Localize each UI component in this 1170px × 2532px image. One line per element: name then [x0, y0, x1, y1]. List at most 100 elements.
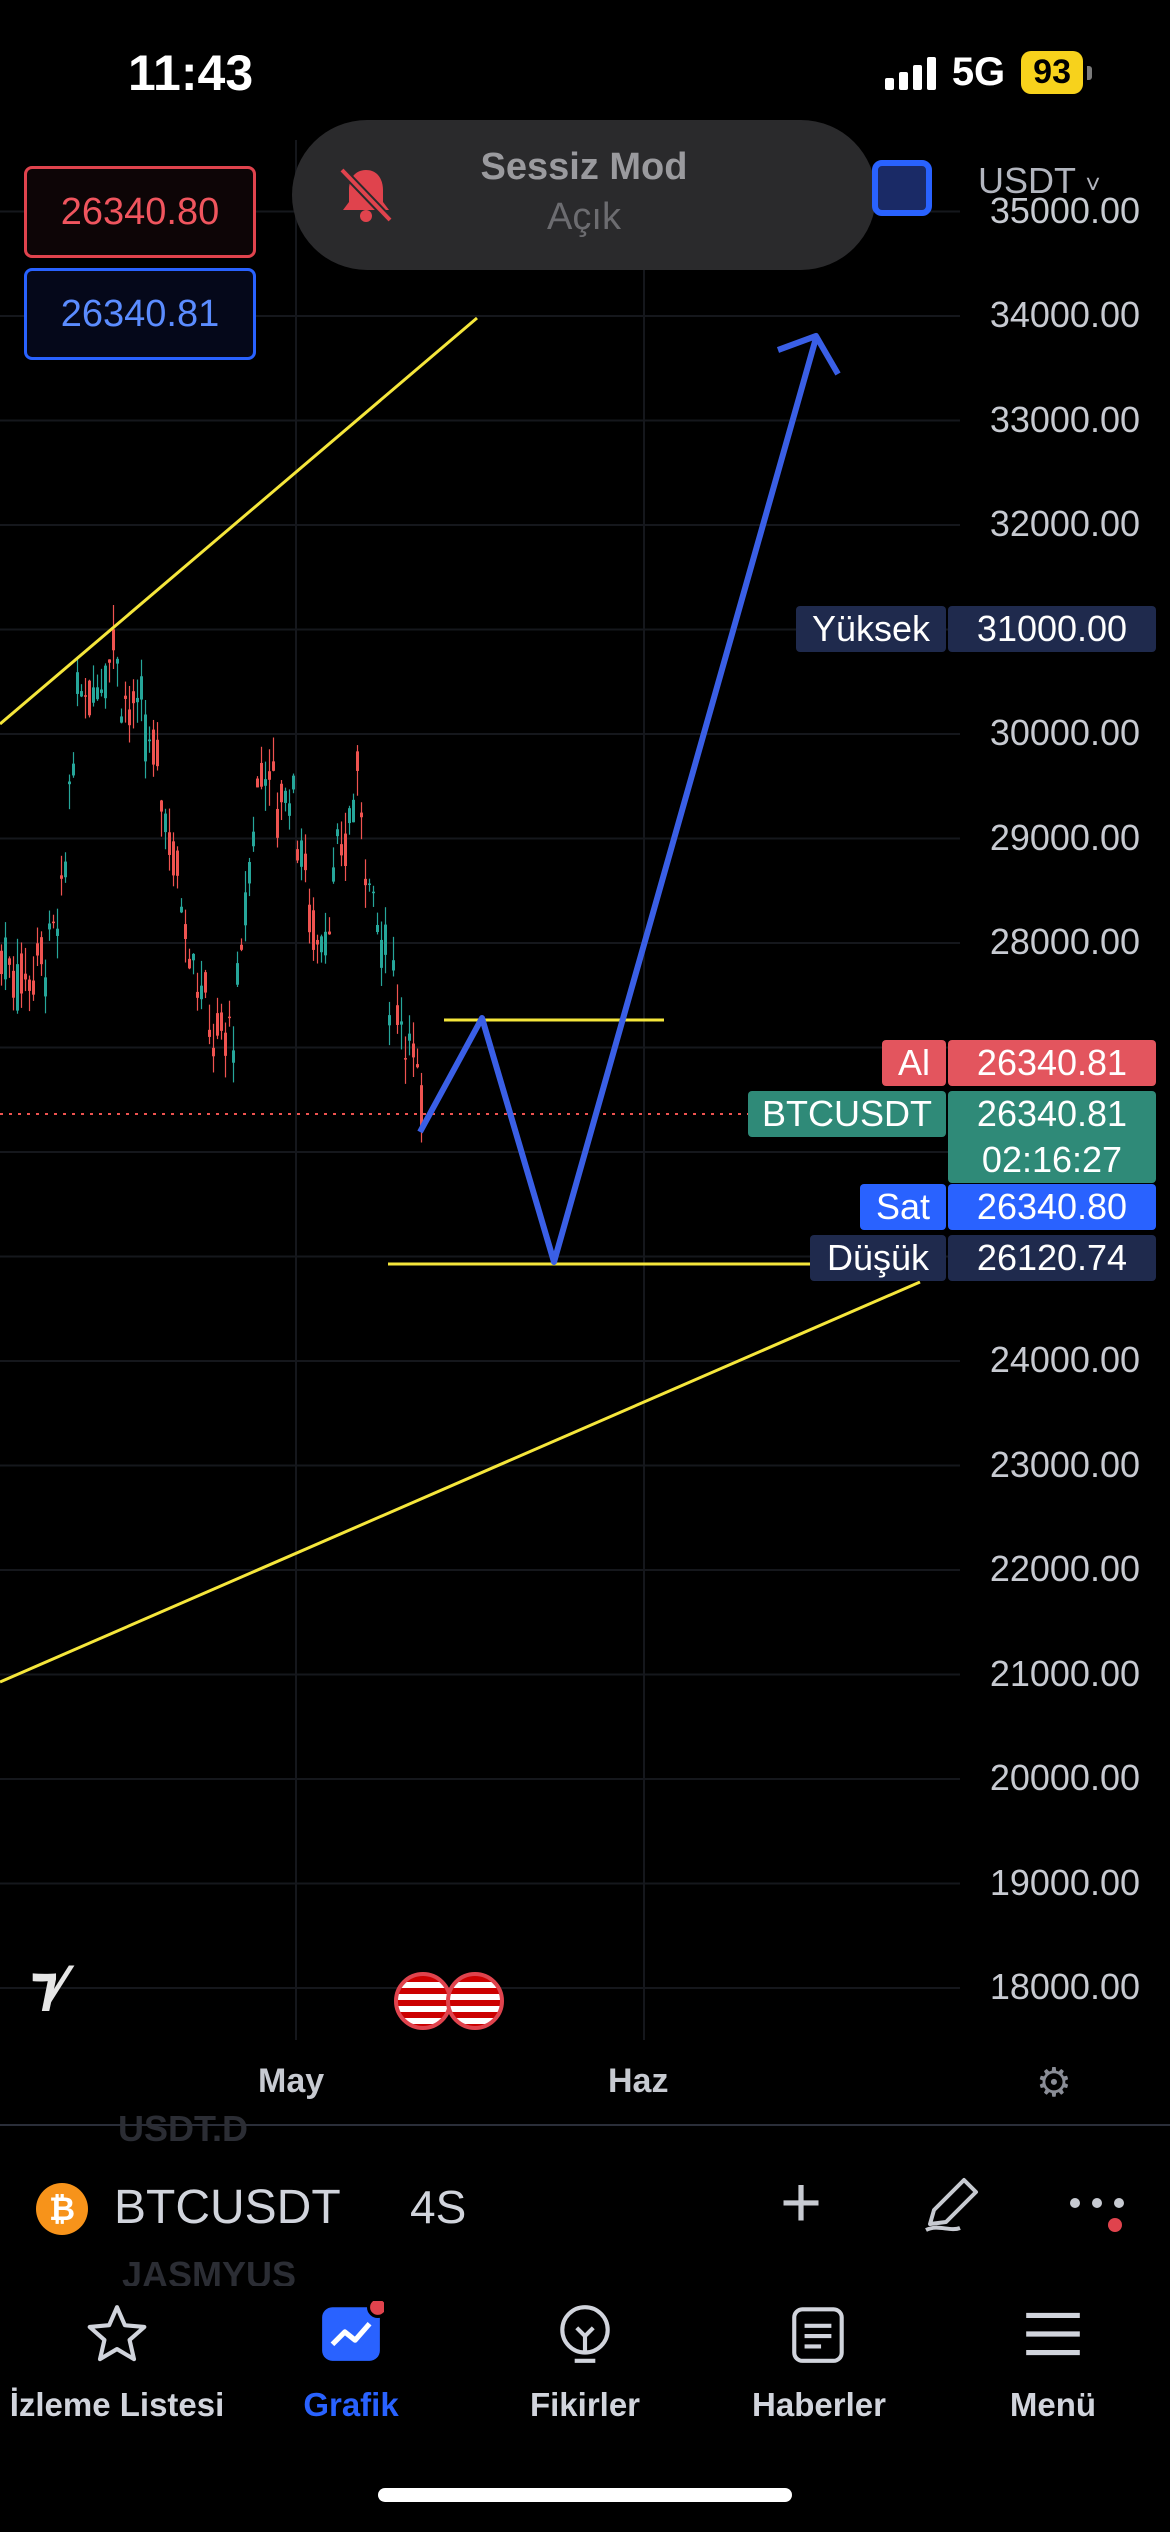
- bitcoin-icon: ₿: [36, 2183, 88, 2235]
- candle-body: [64, 861, 67, 878]
- candle-body: [220, 1012, 223, 1031]
- candle-body: [180, 906, 183, 913]
- candle-body: [8, 958, 11, 965]
- low-value: 26120.74: [948, 1235, 1156, 1281]
- nav-label: İzleme Listesi: [9, 2386, 225, 2423]
- candle-body: [72, 763, 75, 776]
- symbol-toolbar: [0, 2124, 1170, 2288]
- candle-body: [268, 771, 271, 780]
- candle-body: [136, 697, 139, 703]
- candle-body: [308, 904, 311, 933]
- candle-body: [164, 813, 167, 833]
- price-axis-label: 29000.00: [989, 816, 1140, 858]
- price-axis-label: 34000.00: [989, 294, 1140, 335]
- candle-body: [252, 831, 255, 847]
- star-icon: [79, 2296, 155, 2372]
- candle-body: [328, 931, 331, 935]
- buy-value: 26340.81: [948, 1040, 1156, 1086]
- candle-body: [364, 878, 367, 886]
- candle-body: [24, 973, 27, 980]
- nav-label: Haberler: [752, 2386, 886, 2423]
- candle-body: [104, 665, 107, 699]
- candle-body: [280, 783, 283, 803]
- candle-body: [152, 729, 155, 765]
- candle-body: [4, 937, 7, 980]
- price-axis-label: 19000.00: [989, 1861, 1140, 1903]
- candle-body: [156, 739, 159, 767]
- candle-body: [296, 849, 299, 861]
- candlestick-series: [0, 605, 423, 1143]
- candle-body: [28, 979, 31, 991]
- plus-icon[interactable]: +: [780, 2163, 823, 2243]
- us-flag-icon[interactable]: [446, 1972, 504, 2030]
- currency-selector[interactable]: USDT ˅: [978, 160, 1101, 202]
- network-type: 5G: [951, 50, 1006, 94]
- candle-body: [92, 687, 95, 703]
- candle-body: [284, 790, 287, 803]
- upper-trend-line: [0, 316, 478, 726]
- high-label: Yüksek: [796, 606, 946, 652]
- nav-chart[interactable]: Grafik: [234, 2296, 468, 2424]
- bell-slash-icon: [339, 167, 393, 223]
- lightbulb-icon: [547, 2296, 623, 2372]
- settings-icon[interactable]: ⚙: [1036, 2061, 1072, 2105]
- candle-body: [292, 775, 295, 790]
- candle-countdown: 02:16:27: [948, 1137, 1156, 1183]
- buy-label: Al: [882, 1040, 946, 1086]
- high-value: 31000.00: [948, 606, 1156, 652]
- chart-grid: [0, 140, 960, 2040]
- candle-body: [248, 862, 251, 884]
- symbol-button[interactable]: BTCUSDT: [114, 2181, 341, 2234]
- candle-body: [316, 939, 319, 945]
- candle-body: [416, 1064, 419, 1068]
- candle-body: [400, 1021, 403, 1025]
- price-axis-label: 20000.00: [989, 1757, 1140, 1798]
- pen-icon[interactable]: [920, 2172, 984, 2236]
- time-axis-label: Haz: [608, 2062, 669, 2100]
- candle-body: [356, 751, 359, 771]
- candle-body: [320, 936, 323, 953]
- candle-body: [76, 672, 79, 694]
- price-axis-label: 32000.00: [989, 503, 1140, 544]
- interval-button[interactable]: 4S: [410, 2181, 467, 2233]
- projection-path: [417, 337, 819, 1265]
- candle-body: [56, 928, 59, 936]
- tradingview-logo[interactable]: ⁊∕: [30, 1953, 64, 2016]
- buy-price-box[interactable]: 26340.81: [24, 268, 256, 360]
- candle-body: [148, 739, 151, 742]
- home-indicator[interactable]: [378, 2488, 792, 2502]
- candle-body: [332, 867, 335, 882]
- nav-news[interactable]: Haberler: [702, 2296, 936, 2424]
- price-chart[interactable]: [0, 140, 1170, 2040]
- nav-watchlist[interactable]: İzleme Listesi: [0, 2296, 234, 2424]
- sell-price-box[interactable]: 26340.80: [24, 166, 256, 258]
- price-axis-label: 21000.00: [989, 1652, 1140, 1694]
- candle-body: [276, 808, 279, 838]
- candle-body: [396, 1005, 399, 1025]
- more-icon[interactable]: [1070, 2198, 1130, 2238]
- candle-body: [36, 943, 39, 956]
- candle-body: [12, 970, 15, 998]
- lower-trend-line: [0, 1280, 921, 1684]
- ghost-symbol: USDT.D: [118, 2108, 249, 2149]
- candle-body: [124, 695, 127, 699]
- candle-body: [236, 963, 239, 985]
- candle-body: [116, 658, 119, 664]
- candle-body: [344, 833, 347, 867]
- candle-body: [208, 1029, 211, 1037]
- candle-body: [224, 1032, 227, 1056]
- news-icon: [781, 2296, 857, 2372]
- silent-mode-toast: Sessiz Mod Açık: [292, 120, 876, 270]
- candle-body: [84, 695, 87, 697]
- us-flag-icon[interactable]: [394, 1972, 452, 2030]
- nav-ideas[interactable]: Fikirler: [468, 2296, 702, 2424]
- candle-body: [44, 977, 47, 997]
- candle-body: [348, 808, 351, 824]
- candle-body: [52, 921, 55, 924]
- candle-body: [60, 875, 63, 879]
- nav-menu[interactable]: Menü: [936, 2296, 1170, 2424]
- candle-body: [392, 960, 395, 971]
- candle-body: [108, 659, 111, 663]
- candle-body: [244, 892, 247, 926]
- fullscreen-icon[interactable]: [872, 160, 932, 216]
